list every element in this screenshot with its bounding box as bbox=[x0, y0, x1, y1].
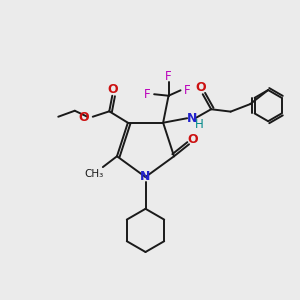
Text: H: H bbox=[195, 118, 203, 131]
Text: F: F bbox=[184, 84, 190, 97]
Text: O: O bbox=[107, 82, 118, 96]
Text: N: N bbox=[140, 170, 151, 184]
Text: O: O bbox=[195, 81, 206, 94]
Text: F: F bbox=[144, 88, 151, 101]
Text: O: O bbox=[188, 133, 198, 146]
Text: N: N bbox=[187, 112, 197, 125]
Text: O: O bbox=[79, 111, 89, 124]
Text: F: F bbox=[165, 70, 172, 83]
Text: CH₃: CH₃ bbox=[84, 169, 104, 179]
